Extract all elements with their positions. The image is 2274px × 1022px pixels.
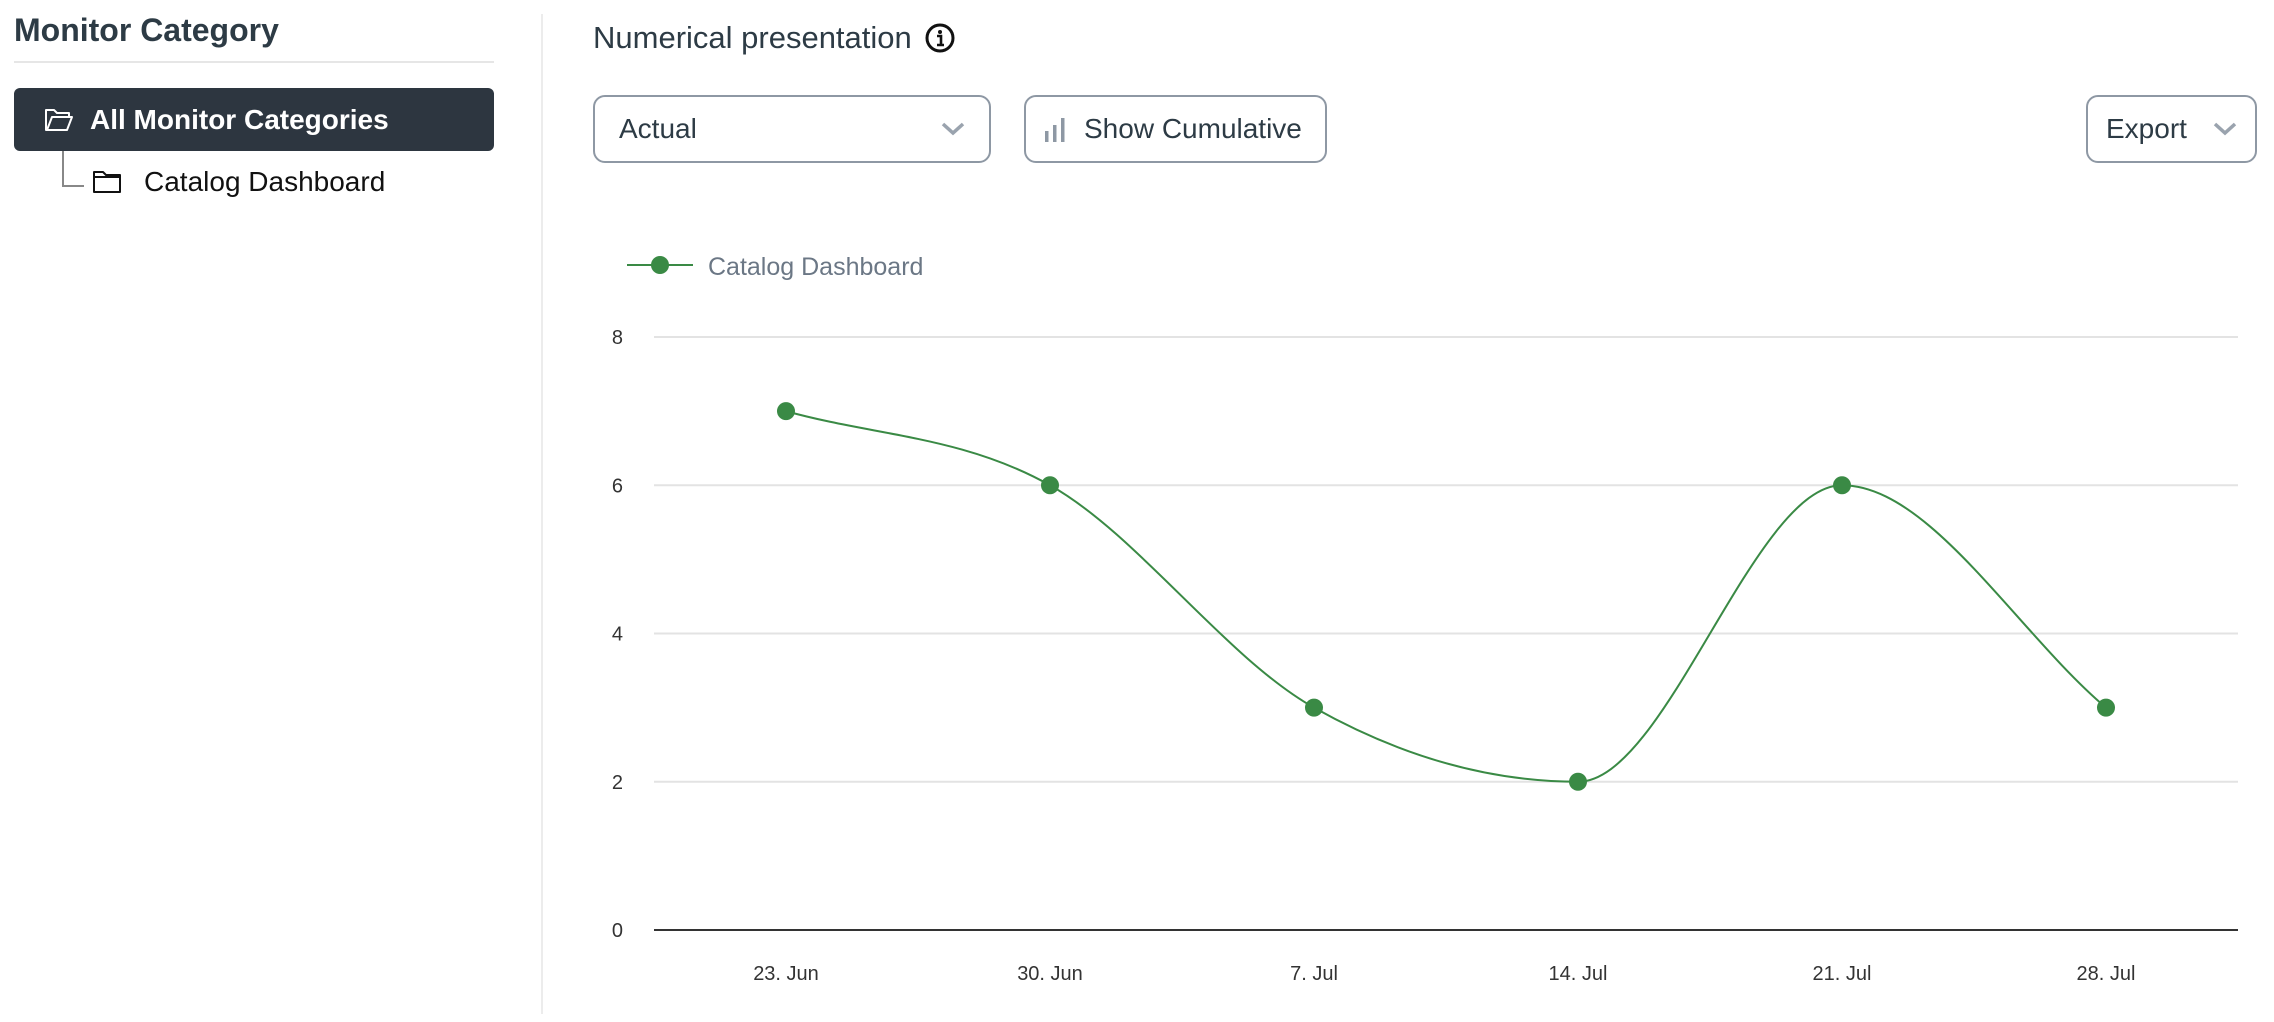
- data-point: [1833, 476, 1851, 495]
- chevron-down-icon: [2213, 122, 2237, 136]
- show-cumulative-button[interactable]: Show Cumulative: [1024, 95, 1327, 163]
- sidebar-divider: [14, 61, 494, 63]
- data-point: [2097, 698, 2115, 717]
- data-point: [1305, 698, 1323, 717]
- chevron-down-icon: [941, 122, 965, 136]
- x-tick-label: 23. Jun: [753, 963, 819, 985]
- sidebar-item-label: All Monitor Categories: [90, 103, 389, 135]
- sidebar-title: Monitor Category: [14, 12, 279, 48]
- chart-legend[interactable]: Catalog Dashboard: [627, 253, 923, 281]
- y-tick-label: 6: [612, 475, 623, 497]
- show-cumulative-label: Show Cumulative: [1084, 113, 1302, 144]
- legend-marker: [651, 256, 669, 274]
- y-tick-label: 2: [612, 772, 623, 794]
- x-tick-label: 7. Jul: [1290, 963, 1338, 985]
- legend-label: Catalog Dashboard: [708, 253, 923, 281]
- panel-divider: [541, 14, 543, 1014]
- page-title: Numerical presentation: [593, 20, 956, 56]
- x-tick-label: 21. Jul: [1813, 963, 1872, 985]
- page-title-text: Numerical presentation: [593, 20, 912, 55]
- view-select-value: Actual: [619, 113, 697, 144]
- export-label: Export: [2106, 113, 2187, 144]
- view-select[interactable]: Actual: [593, 95, 991, 163]
- y-tick-label: 8: [612, 327, 623, 349]
- info-circle-icon[interactable]: [924, 22, 956, 54]
- series-line: [785, 410, 2107, 783]
- data-point: [1041, 476, 1059, 495]
- y-tick-label: 4: [612, 624, 623, 646]
- tree-connector: [62, 151, 64, 185]
- tree-connector: [62, 185, 84, 187]
- y-tick-label: 0: [612, 920, 623, 942]
- export-button[interactable]: Export: [2086, 95, 2257, 163]
- x-tick-label: 28. Jul: [2077, 963, 2136, 985]
- x-tick-label: 14. Jul: [1549, 963, 1608, 985]
- folder-open-icon: [45, 108, 73, 131]
- x-tick-label: 30. Jun: [1017, 963, 1083, 985]
- folder-icon: [93, 171, 121, 193]
- sidebar-item-all-monitor-categories[interactable]: All Monitor Categories: [14, 88, 494, 151]
- bar-chart-icon: [1045, 118, 1065, 142]
- data-point: [777, 402, 795, 421]
- sidebar-item-label: Catalog Dashboard: [144, 166, 386, 197]
- sidebar-item-catalog-dashboard[interactable]: Catalog Dashboard: [92, 166, 385, 198]
- data-point: [1569, 772, 1587, 791]
